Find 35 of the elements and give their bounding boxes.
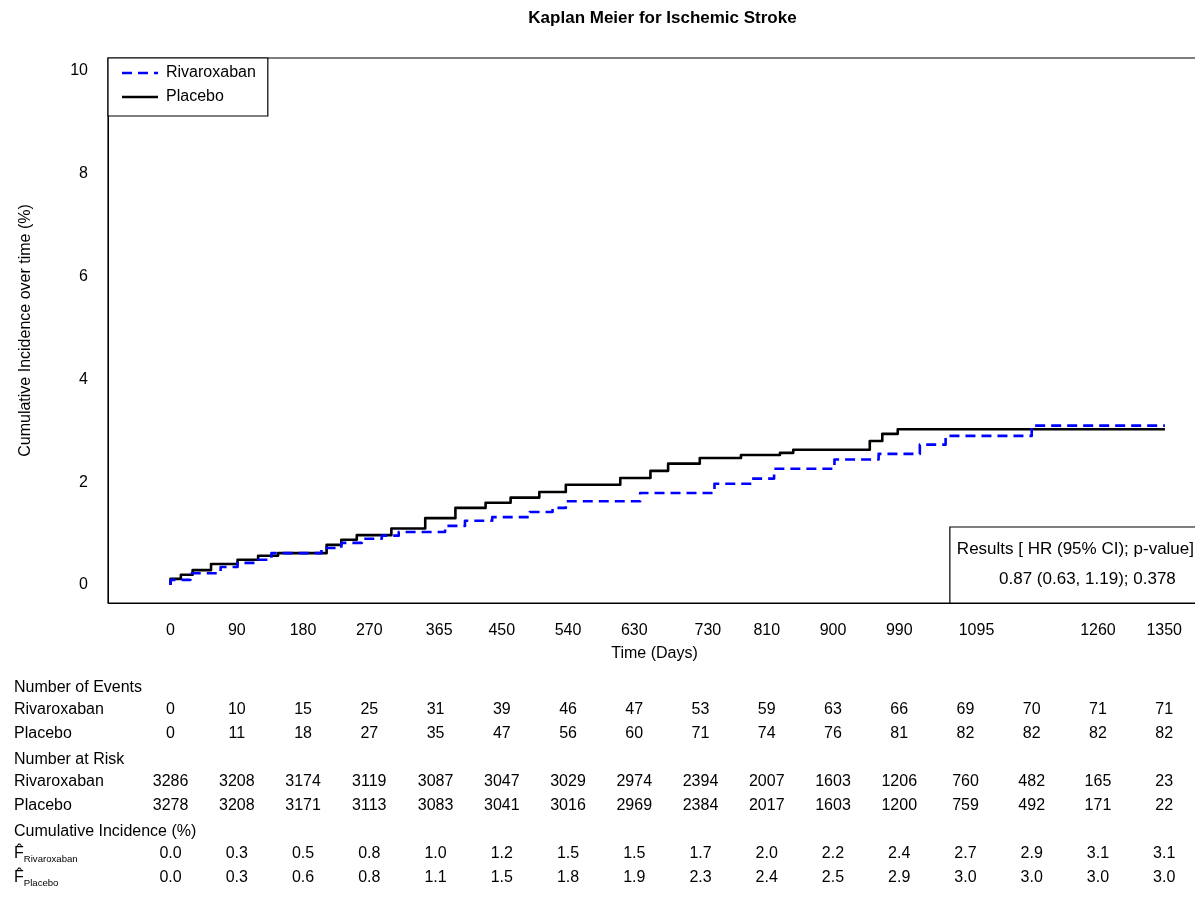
y-tick-label: 6 xyxy=(79,266,89,284)
x-tick-label: 0 xyxy=(166,621,176,639)
x-tick-label: 1260 xyxy=(1080,621,1116,639)
x-axis-title: Time (Days) xyxy=(611,643,698,661)
annotation: 0.87 (0.63, 1.19); 0.378 xyxy=(999,568,1176,588)
text: Number at Risk xyxy=(14,750,126,768)
x-tick-label: 450 xyxy=(488,621,516,639)
x-tick-label: 990 xyxy=(885,621,913,639)
x-tick-label: 810 xyxy=(753,621,781,639)
y-tick-label: 2 xyxy=(79,472,89,490)
x-tick-label: 900 xyxy=(819,621,847,639)
x-tick-label: 730 xyxy=(694,621,722,639)
x-tick-label: 365 xyxy=(425,621,453,639)
y-tick-label: 8 xyxy=(79,164,89,182)
text: Number of Events xyxy=(14,678,143,696)
text: Cumulative Incidence (%) xyxy=(14,822,197,840)
text: Rivaroxaban 0 10 15 25 31 39 46 47 53 59 63 66 69 70 71 71 xyxy=(14,700,1174,718)
x-tick-label: 540 xyxy=(554,621,582,639)
x-tick-label: 180 xyxy=(289,621,317,639)
y-axis-title: Cumulative Incidence over time (%) xyxy=(16,204,34,457)
y-tick-label: 0 xyxy=(79,575,89,593)
x-tick-label: 1350 xyxy=(1146,621,1183,639)
text: Placebo 3278 3208 3171 3113 3083 3041 3016 2969 2384 2017 1603 1200 759 492 171 22 xyxy=(14,796,1174,814)
x-tick-label: 630 xyxy=(620,621,648,639)
y-tick-label: 4 xyxy=(79,369,89,387)
chart-title: Kaplan Meier for Ischemic Stroke xyxy=(528,7,797,27)
x-tick-label: 1095 xyxy=(958,621,995,639)
x-tick-label: 270 xyxy=(355,621,383,639)
y-tick-label: 10 xyxy=(70,61,89,79)
text: Placebo 0 11 18 27 35 47 56 60 71 74 76 81 82 82 82 82 xyxy=(14,724,1174,742)
text: Rivaroxaban 3286 3208 3174 3119 3087 3047 3029 2974 2394 2007 1603 1206 760 482 165 23 xyxy=(14,772,1174,790)
annotation: Results [ HR (95% CI); p-value] xyxy=(956,538,1195,558)
x-tick-label: 90 xyxy=(227,621,246,639)
legend-label: Placebo xyxy=(166,87,224,105)
legend-label: Rivaroxaban xyxy=(166,63,256,81)
